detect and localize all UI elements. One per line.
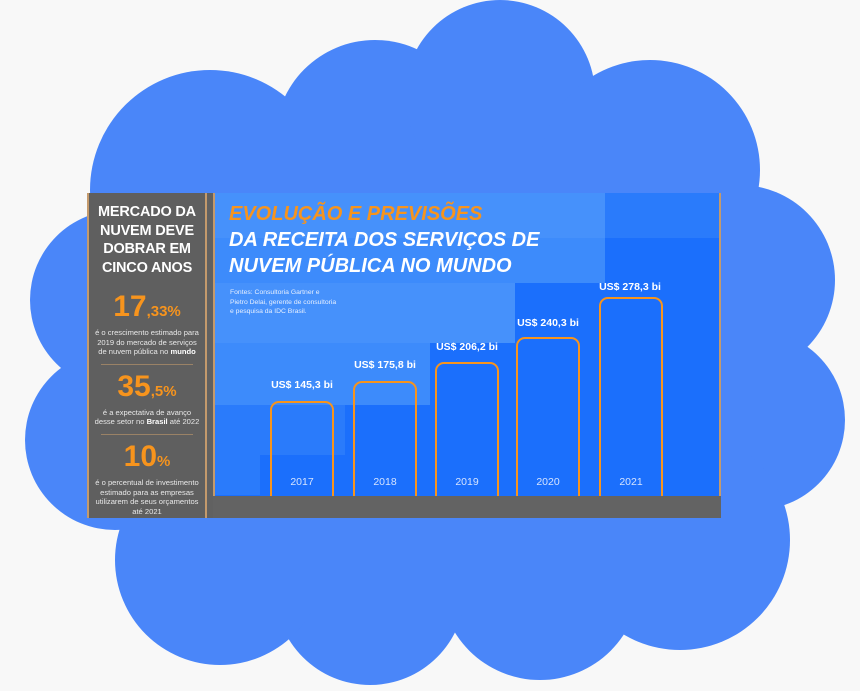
stat-value-major: 17 (113, 290, 147, 323)
stat-desc-text: é o percentual de investimento estimado … (95, 477, 199, 516)
chart-title-line: DA RECEITA DOS SERVIÇOS DE (229, 229, 540, 251)
stat-value: 17,33% (89, 291, 205, 328)
stat-value-major: 35 (117, 369, 151, 403)
bar-2021 (599, 297, 663, 496)
stat-value-major: 10 (123, 439, 158, 473)
bar-year-label: 2020 (536, 476, 560, 488)
bg-tile (215, 455, 260, 495)
bar-value-label: US$ 145,3 bi (271, 379, 333, 391)
stat-value-minor: % (157, 452, 171, 470)
source-line: Fontes: Consultoria Gartner e (230, 289, 320, 296)
stat-desc-bold: mundo (170, 347, 196, 357)
stats-sidebar: MERCADO DA NUVEM DEVE DOBRAR EM CINCO AN… (87, 193, 207, 518)
bg-tile (215, 343, 430, 405)
source-line: e pesquisa da IDC Brasil. (230, 308, 307, 316)
sidebar-title: MERCADO DA NUVEM DEVE DOBRAR EM CINCO AN… (89, 203, 205, 277)
divider (101, 363, 193, 365)
bg-tile (605, 193, 719, 238)
sidebar-title-line: MERCADO DA (98, 204, 196, 220)
bar-year-label: 2021 (619, 476, 643, 488)
bar-year-label: 2018 (373, 476, 397, 488)
stat-value-minor: ,5% (150, 382, 177, 400)
bar-2017 (270, 401, 334, 496)
bg-tile (215, 238, 605, 283)
stat-value: 35,5% (89, 369, 205, 408)
bar-year-label: 2017 (290, 476, 314, 488)
bar-2020 (516, 337, 580, 496)
chart-baseline-band (213, 496, 721, 518)
sidebar-title-line: DOBRAR EM (103, 241, 191, 257)
sidebar-title-line: NUVEM DEVE (100, 222, 194, 239)
bar-2018 (353, 381, 417, 496)
bar-2019 (435, 362, 499, 496)
stat-brazil-2022: 35,5% é a expectativa de avanço desse se… (89, 369, 205, 427)
sidebar-title-line: CINCO ANOS (101, 259, 193, 276)
stat-desc-bold: Brasil (146, 417, 168, 427)
bar-value-label: US$ 240,3 bi (517, 317, 579, 329)
stat-desc-text: é o crescimento estimado para 2019 do me… (95, 328, 199, 357)
stat-desc-text: é a expectativa de avanço desse setor no (94, 407, 192, 427)
chart-title-line: NUVEM PÚBLICA NO MUNDO (229, 255, 512, 277)
bg-tile (215, 283, 515, 343)
stat-value-minor: ,33% (146, 303, 181, 320)
source-line: Pietro Delai, gerente de consultoria (230, 298, 337, 306)
stat-investment-2021: 10% é o percentual de investimento estim… (89, 439, 205, 516)
bar-value-label: US$ 175,8 bi (354, 359, 416, 371)
stat-description: é o crescimento estimado para 2019 do me… (89, 328, 205, 357)
bar-value-label: US$ 206,2 bi (436, 341, 498, 353)
bar-chart: EVOLUÇÃO E PREVISÕES DA RECEITA DOS SERV… (213, 193, 721, 496)
chart-source: Fontes: Consultoria Gartner e Pietro Del… (230, 288, 336, 317)
bg-tile (215, 405, 345, 455)
stat-value: 10% (89, 439, 205, 478)
stat-growth-2019: 17,33% é o crescimento estimado para 201… (89, 291, 205, 357)
divider (101, 433, 193, 435)
chart-title-highlight: EVOLUÇÃO E PREVISÕES (229, 203, 483, 225)
stat-description: é o percentual de investimento estimado … (89, 478, 205, 516)
stat-description: é a expectativa de avanço desse setor no… (89, 408, 205, 427)
bar-year-label: 2019 (455, 476, 479, 488)
chart-title: DA RECEITA DOS SERVIÇOS DE NUVEM PÚBLICA… (229, 227, 539, 279)
stat-desc-text: até 2022 (167, 417, 200, 427)
bar-value-label: US$ 278,3 bi (599, 281, 661, 293)
